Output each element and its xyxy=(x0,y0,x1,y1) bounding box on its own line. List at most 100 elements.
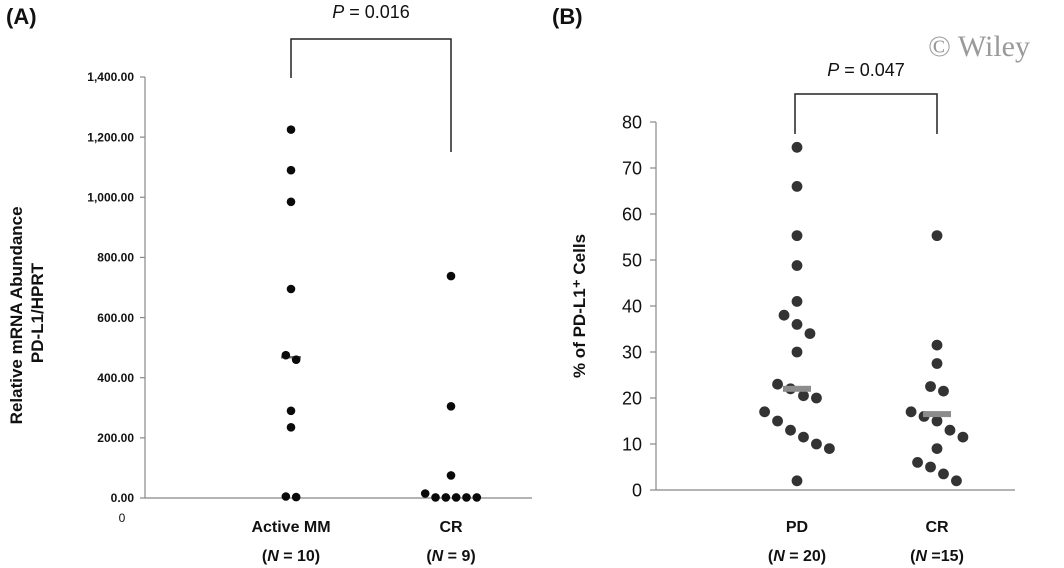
panel-a-group1-label: Active MM xyxy=(251,519,330,536)
panel-b-medians xyxy=(783,385,951,418)
panel-a-p-symbol: P xyxy=(332,2,344,22)
panel-a-ytick-label: 1,400.00 xyxy=(87,70,134,84)
panel-b-p-value: P = 0.047 xyxy=(827,60,905,80)
panel-a-active-mm-point xyxy=(281,492,291,501)
panel-a-points xyxy=(281,125,482,502)
wiley-watermark: © Wiley xyxy=(928,30,1030,63)
panel-a-ylabel-line1: Relative mRNA Abundance xyxy=(7,206,26,424)
panel-b-pd-point xyxy=(791,230,803,242)
panel-a-label: (A) xyxy=(6,4,37,29)
panel-a-ytick-label: 0.00 xyxy=(111,491,135,505)
panel-b-ytick-label: 60 xyxy=(622,204,642,224)
panel-a-cr-point xyxy=(431,493,440,502)
panel-b-pd-point xyxy=(791,260,803,271)
panel-a-group1-n: (N = 10) xyxy=(262,548,320,565)
panel-a-cr-point xyxy=(462,493,471,502)
panel-b-y-ticks: 0 10 20 30 40 50 60 70 80 xyxy=(622,112,656,500)
panel-a-cr-point xyxy=(441,493,451,502)
panel-a-cr-point xyxy=(446,271,456,281)
panel-a-active-mm-point xyxy=(286,197,296,207)
panel-a-y-ticks: 0.00 200.00 400.00 600.00 800.00 1,000.00 1,20… xyxy=(87,70,145,505)
panel-b-ytick-label: 40 xyxy=(622,296,642,316)
panel-b-cr-point xyxy=(944,424,956,436)
panel-b-pd-point xyxy=(798,390,809,402)
panel-a-ytick-label: 1,200.00 xyxy=(87,130,134,144)
panel-a-ytick-label: 400.00 xyxy=(97,371,134,385)
panel-b-pd-point xyxy=(791,475,803,487)
panel-b-points xyxy=(759,141,969,487)
panel-a-cr-point xyxy=(446,401,456,411)
panel-b-ytick-label: 10 xyxy=(622,434,642,454)
panel-b-median-bar xyxy=(923,411,951,418)
panel-b-significance-bracket xyxy=(794,93,938,134)
panel-a-active-mm-point xyxy=(291,492,301,502)
panel-b-cr-point xyxy=(957,431,969,443)
panel-b-group2-n: (N =15) xyxy=(910,548,964,565)
panel-b-pd-point xyxy=(772,415,783,427)
panel-a-group2-n: (N = 9) xyxy=(426,548,475,565)
panel-a-ytick-label: 200.00 xyxy=(97,431,134,445)
panel-b-pd-point xyxy=(759,406,770,418)
panel-b-pd-point xyxy=(791,346,803,358)
panel-b-pd-point xyxy=(811,438,822,450)
panel-a-ylabel: Relative mRNA Abundance PD-L1/HPRT xyxy=(7,202,47,425)
panel-b-ytick-label: 20 xyxy=(622,388,642,408)
panel-a-x-origin-label: 0 xyxy=(119,511,126,525)
panel-a-p-number: = 0.016 xyxy=(349,2,410,22)
panel-a-ytick-label: 800.00 xyxy=(97,251,134,265)
panel-a-active-mm-point xyxy=(286,406,296,416)
panel-b-cr-point xyxy=(931,339,943,351)
panel-b-ytick-label: 0 xyxy=(632,480,642,500)
panel-b-ylabel: % of PD-L1⁺ Cells xyxy=(570,234,589,378)
panel-a-active-mm-point xyxy=(286,284,296,294)
panel-b-pd-point xyxy=(772,378,783,390)
panel-b-p-number: = 0.047 xyxy=(844,60,905,80)
panel-b-cr-point xyxy=(931,230,943,242)
panel-b-pd-point xyxy=(778,309,790,321)
panel-b-pd-point xyxy=(811,392,822,404)
panel-b-group1-label: PD xyxy=(786,519,808,536)
panel-b-pd-point xyxy=(791,319,803,330)
panel-b-pd-point xyxy=(791,141,803,153)
panel-b-pd-point xyxy=(804,328,816,339)
panel-a-cr-point xyxy=(451,493,461,502)
panel-b-pd-point xyxy=(791,181,803,192)
panel-b-ytick-label: 80 xyxy=(622,112,642,132)
panel-b-cr-point xyxy=(931,415,943,427)
panel-a-p-value: P = 0.016 xyxy=(332,2,410,22)
panel-b-cr-point xyxy=(938,385,949,397)
panel-a-active-mm-point xyxy=(286,165,296,175)
panel-b-cr-point xyxy=(938,468,949,480)
panel-b-group1-n: (N = 20) xyxy=(768,548,826,565)
panel-b-ytick-label: 70 xyxy=(622,158,642,178)
panel-b-pd-point xyxy=(824,443,835,454)
panel-b-cr-point xyxy=(905,406,917,418)
panel-a-cr-point xyxy=(420,489,430,498)
panel-b-group2-label: CR xyxy=(925,519,949,536)
panel-b-p-symbol: P xyxy=(827,60,839,80)
panel-b-ytick-label: 50 xyxy=(622,250,642,270)
panel-a-active-mm-point xyxy=(286,125,296,134)
panel-a-group2-label: CR xyxy=(439,519,463,536)
panel-b-pd-point xyxy=(791,296,803,307)
panel-a-active-mm-point xyxy=(286,423,296,432)
panel-b: (B) % of PD-L1⁺ Cells 01020304050607080 … xyxy=(552,4,1015,565)
panel-b-label: (B) xyxy=(552,4,583,29)
panel-a-active-mm-point xyxy=(291,355,301,364)
panel-b-median-bar xyxy=(783,385,811,392)
panel-a-significance-bracket xyxy=(290,38,452,152)
panel-b-pd-point xyxy=(798,431,809,443)
panel-a-cr-point xyxy=(472,493,482,502)
panel-a-active-mm-point xyxy=(281,350,291,360)
panel-b-cr-point xyxy=(931,358,943,369)
panel-b-cr-point xyxy=(912,457,923,468)
panel-a-cr-point xyxy=(446,471,456,480)
panel-b-cr-point xyxy=(925,461,936,473)
panel-b-ytick-label: 30 xyxy=(622,342,642,362)
panel-b-cr-point xyxy=(925,381,936,392)
panel-a-ytick-label: 600.00 xyxy=(97,311,134,325)
panel-a: (A) Relative mRNA Abundance PD-L1/HPRT 0… xyxy=(6,2,532,565)
panel-a-ytick-label: 1,000.00 xyxy=(87,190,134,204)
panel-a-ylabel-line2: PD-L1/HPRT xyxy=(28,262,47,363)
